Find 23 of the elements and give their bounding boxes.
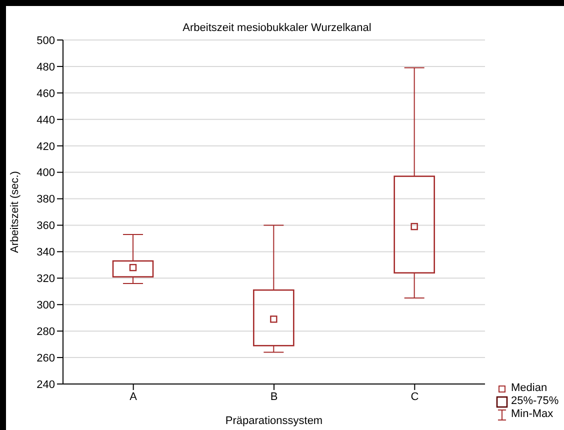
y-tick-label: 460 [36,88,55,100]
y-tick-label: 240 [36,378,55,391]
y-tick-label: 420 [36,140,55,153]
y-tick-label: 300 [36,300,55,312]
x-tick-label: B [270,390,278,403]
y-tick-label: 320 [36,273,55,286]
y-tick-label: 280 [36,326,55,338]
y-tick-label: 500 [36,34,55,47]
chart-title: Arbeitszeit mesiobukkaler Wurzelkanal [182,22,372,34]
y-tick-label: 260 [36,352,55,364]
x-tick-label: A [130,390,138,403]
text: 25%-75% [511,395,559,408]
y-tick-label: 340 [36,246,55,259]
y-tick-label: 440 [36,114,55,126]
y-tick-label: 360 [36,220,55,232]
text: Median [511,382,548,395]
y-tick-label: 380 [36,194,55,206]
text: Min-Max [511,408,554,421]
y-tick-label: 480 [36,61,55,74]
y-tick-label: 400 [36,167,55,180]
x-axis-title: Präparationssystem [225,415,323,427]
x-tick-label: C [410,390,419,403]
y-axis-title: Arbeitszeit (sec.) [8,171,21,253]
